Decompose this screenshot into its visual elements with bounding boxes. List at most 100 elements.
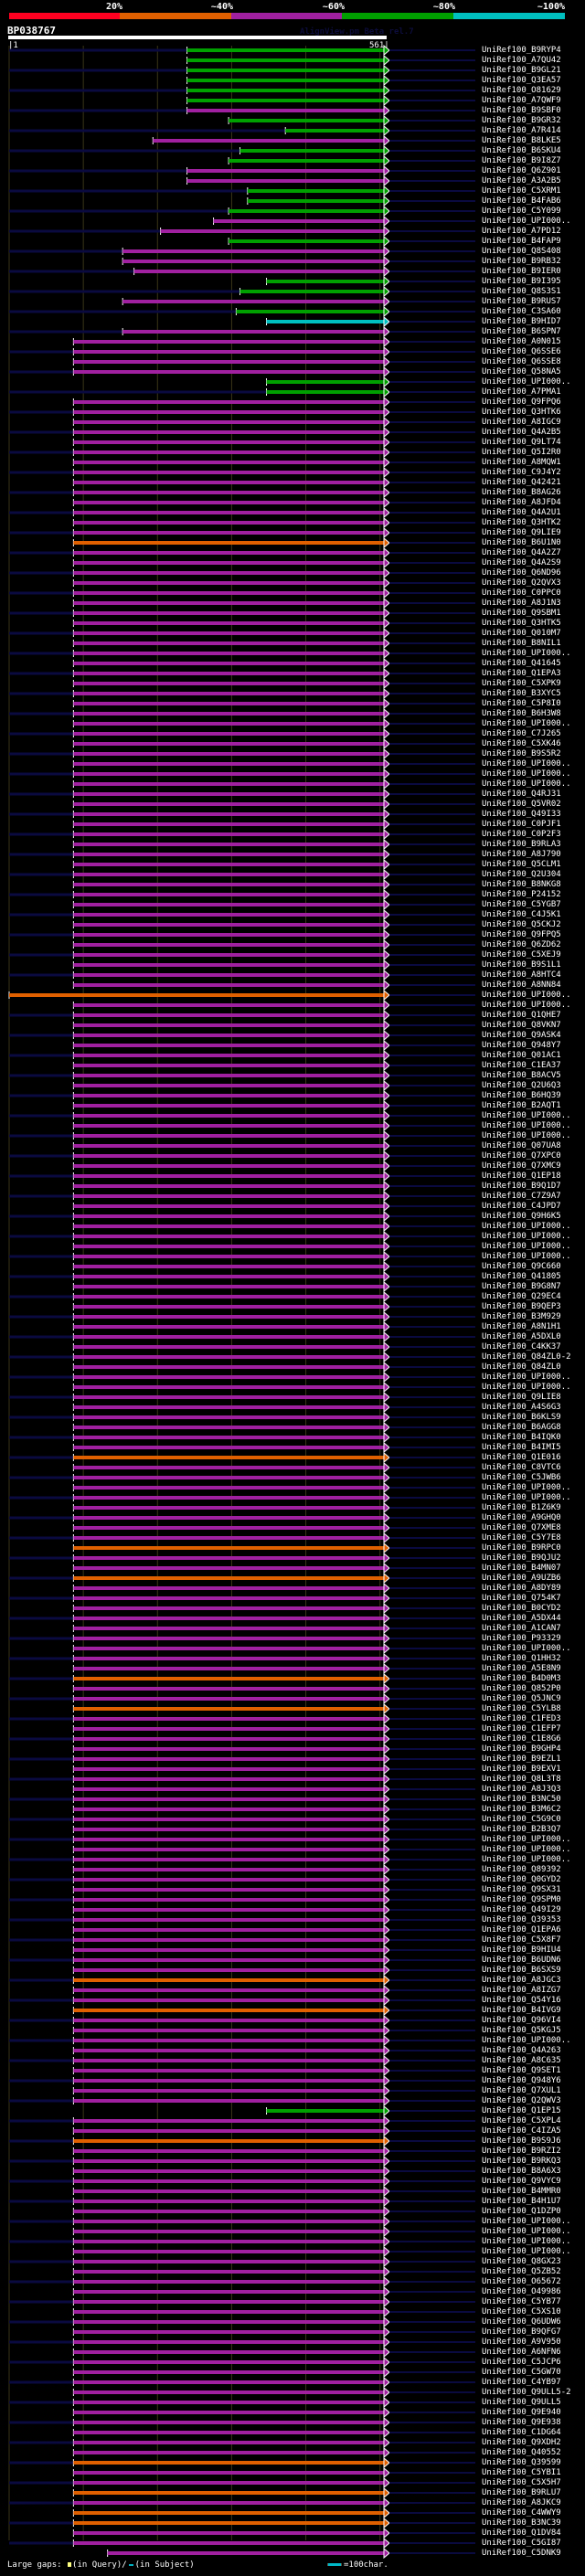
hit-label[interactable]: UniRef100_Q754K7 [482, 1594, 561, 1603]
hit-label[interactable]: UniRef100_B2B3Q7 [482, 1825, 561, 1834]
hit-label[interactable]: UniRef100_Q852P0 [482, 1684, 561, 1693]
hit-label[interactable]: UniRef100_B9RZI2 [482, 2147, 561, 2156]
hit-label[interactable]: UniRef100_B6U1N0 [482, 538, 561, 547]
hit-label[interactable]: UniRef100_Q9SPM0 [482, 1895, 561, 1904]
hit-label[interactable]: UniRef100_UPI000.. [482, 1845, 571, 1854]
hit-label[interactable]: UniRef100_A7QU42 [482, 56, 561, 65]
hit-label[interactable]: UniRef100_Q2QVX3 [482, 578, 561, 588]
hit-label[interactable]: UniRef100_UPI000.. [482, 779, 571, 789]
hit-label[interactable]: UniRef100_Q9SET1 [482, 2066, 561, 2075]
hit-label[interactable]: UniRef100_Q1EPA6 [482, 1925, 561, 1935]
hit-label[interactable]: UniRef100_Q9E938 [482, 2418, 561, 2427]
hit-label[interactable]: UniRef100_C5YLB8 [482, 1704, 561, 1713]
hit-label[interactable]: UniRef100_B9S1L1 [482, 960, 561, 970]
hit-label[interactable]: UniRef100_B4H1U7 [482, 2197, 561, 2206]
hit-label[interactable]: UniRef100_UPI000.. [482, 1131, 571, 1140]
hit-label[interactable]: UniRef100_B6UDN6 [482, 1956, 561, 1965]
hit-label[interactable]: UniRef100_Q5KGJ5 [482, 2026, 561, 2035]
hit-label[interactable]: UniRef100_B6H3W8 [482, 709, 561, 718]
hit-label[interactable]: UniRef100_Q9LIE8 [482, 1393, 561, 1402]
hit-label[interactable]: UniRef100_Q1QHE7 [482, 1011, 561, 1020]
hit-label[interactable]: UniRef100_B9RYP4 [482, 46, 561, 55]
hit-label[interactable]: UniRef100_A8J790 [482, 850, 561, 859]
hit-label[interactable]: UniRef100_C5YB77 [482, 2297, 561, 2306]
hit-label[interactable]: UniRef100_C4KK37 [482, 1342, 561, 1352]
hit-label[interactable]: UniRef100_Q4A2S9 [482, 558, 561, 567]
hit-label[interactable]: UniRef100_C0PPC0 [482, 588, 561, 598]
hit-label[interactable]: UniRef100_UPI000.. [482, 377, 571, 387]
hit-label[interactable]: UniRef100_Q39599 [482, 2458, 561, 2467]
hit-label[interactable]: UniRef100_B4FAB6 [482, 196, 561, 206]
hit-label[interactable]: UniRef100_A7PMA1 [482, 387, 561, 397]
hit-label[interactable]: UniRef100_UPI000.. [482, 217, 571, 226]
hit-label[interactable]: UniRef100_Q49I29 [482, 1905, 561, 1914]
hit-label[interactable]: UniRef100_UPI000.. [482, 1835, 571, 1844]
hit-label[interactable]: UniRef100_Q5CLM1 [482, 860, 561, 869]
hit-label[interactable]: UniRef100_C5Y7E8 [482, 1533, 561, 1542]
hit-label[interactable]: UniRef100_A7QWF9 [482, 96, 561, 105]
hit-label[interactable]: UniRef100_B4IMI5 [482, 1443, 561, 1452]
hit-label[interactable]: UniRef100_A8MQW1 [482, 458, 561, 467]
hit-label[interactable]: UniRef100_B9GR32 [482, 116, 561, 125]
hit-label[interactable]: UniRef100_C5XK46 [482, 739, 561, 748]
hit-label[interactable]: UniRef100_Q41805 [482, 1272, 561, 1281]
hit-label[interactable]: UniRef100_Q6ND96 [482, 568, 561, 578]
hit-label[interactable]: UniRef100_B9GHP4 [482, 1744, 561, 1754]
hit-label[interactable]: UniRef100_Q07UA8 [482, 1141, 561, 1150]
hit-label[interactable]: UniRef100_A8JFD4 [482, 498, 561, 507]
hit-label[interactable]: UniRef100_Q9ULL5-2 [482, 2388, 571, 2397]
hit-label[interactable]: UniRef100_Q3HTK5 [482, 619, 561, 628]
hit-label[interactable]: UniRef100_B9S5R2 [482, 749, 561, 758]
hit-label[interactable]: UniRef100_UPI000.. [482, 1242, 571, 1251]
hit-label[interactable]: UniRef100_C7J265 [482, 729, 561, 738]
hit-label[interactable]: UniRef100_A5DX44 [482, 1614, 561, 1623]
hit-label[interactable]: UniRef100_A8IGC9 [482, 418, 561, 427]
hit-label[interactable]: UniRef100_Q9C660 [482, 1262, 561, 1271]
hit-label[interactable]: UniRef100_Q9VYC9 [482, 2177, 561, 2186]
hit-label[interactable]: UniRef100_Q7XME8 [482, 1523, 561, 1532]
hit-label[interactable]: UniRef100_Q9H6K5 [482, 1212, 561, 1221]
hit-label[interactable]: UniRef100_C0P2F3 [482, 830, 561, 839]
hit-label[interactable]: UniRef100_C5XPL4 [482, 2116, 561, 2125]
hit-label[interactable]: UniRef100_Q8S3S1 [482, 287, 561, 296]
hit-label[interactable]: UniRef100_Q4A263 [482, 2046, 561, 2055]
hit-label[interactable]: UniRef100_B9SBF0 [482, 106, 561, 115]
hit-label[interactable]: UniRef100_A8IZG7 [482, 1986, 561, 1995]
hit-label[interactable]: UniRef100_UPI000.. [482, 2227, 571, 2236]
hit-label[interactable]: UniRef100_B6SPN7 [482, 327, 561, 336]
hit-label[interactable]: UniRef100_B9EZL1 [482, 1754, 561, 1764]
hit-label[interactable]: UniRef100_C5YBI1 [482, 2468, 561, 2477]
hit-label[interactable]: UniRef100_B3NC50 [482, 1795, 561, 1804]
hit-label[interactable]: UniRef100_UPI000.. [482, 2237, 571, 2246]
hit-label[interactable]: UniRef100_Q49I33 [482, 810, 561, 819]
hit-label[interactable]: UniRef100_A9UZB6 [482, 1574, 561, 1583]
hit-label[interactable]: UniRef100_A3A2B5 [482, 176, 561, 186]
hit-label[interactable]: UniRef100_UPI000.. [482, 2247, 571, 2256]
hit-label[interactable]: UniRef100_A5E8N9 [482, 1664, 561, 1673]
hit-label[interactable]: UniRef100_Q01AC1 [482, 1051, 561, 1060]
hit-label[interactable]: UniRef100_B9RPC0 [482, 1543, 561, 1553]
hit-label[interactable]: UniRef100_Q89392 [482, 1865, 561, 1874]
hit-label[interactable]: UniRef100_C7Z9A7 [482, 1192, 561, 1201]
hit-label[interactable]: UniRef100_UPI000.. [482, 1483, 571, 1492]
hit-label[interactable]: UniRef100_UPI000.. [482, 1001, 571, 1010]
hit-label[interactable]: UniRef100_Q1E016 [482, 1453, 561, 1462]
hit-label[interactable]: UniRef100_Q9SX31 [482, 1885, 561, 1894]
hit-label[interactable]: UniRef100_C5X8F7 [482, 1935, 561, 1945]
hit-label[interactable]: UniRef100_C5G9C0 [482, 1815, 561, 1824]
hit-label[interactable]: UniRef100_C4J5K1 [482, 910, 561, 919]
hit-label[interactable]: UniRef100_Q4RJ31 [482, 790, 561, 799]
hit-label[interactable]: UniRef100_Q1DV84 [482, 2528, 561, 2538]
hit-label[interactable]: UniRef100_C5P8I0 [482, 699, 561, 708]
hit-label[interactable]: UniRef100_A8DY89 [482, 1584, 561, 1593]
hit-label[interactable]: UniRef100_Q96VI4 [482, 2016, 561, 2025]
hit-label[interactable]: UniRef100_B1Z6K9 [482, 1503, 561, 1512]
hit-label[interactable]: UniRef100_UPI000.. [482, 719, 571, 728]
hit-label[interactable]: UniRef100_Q4A2Z7 [482, 548, 561, 557]
hit-label[interactable]: UniRef100_Q9ULL5 [482, 2398, 561, 2407]
hit-label[interactable]: UniRef100_Q7XPC0 [482, 1151, 561, 1161]
hit-label[interactable]: UniRef100_B6SXS9 [482, 1966, 561, 1975]
hit-label[interactable]: UniRef100_C5JCP6 [482, 2358, 561, 2367]
hit-label[interactable]: UniRef100_Q3HTK6 [482, 408, 561, 417]
hit-label[interactable]: UniRef100_C1EA37 [482, 1061, 561, 1070]
